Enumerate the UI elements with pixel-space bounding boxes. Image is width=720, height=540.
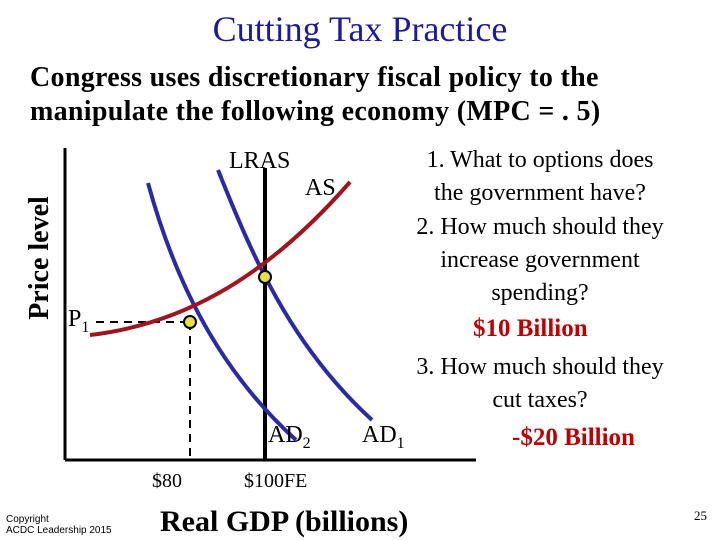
ad2-curve	[146, 182, 298, 442]
answer-2: $10 Billion	[473, 315, 588, 342]
gdp-mark-current: $80	[152, 470, 182, 492]
as-curve	[89, 180, 352, 337]
price-level-label: P1	[68, 306, 90, 336]
equilibrium-point-full-employment	[258, 270, 272, 284]
page-number: 25	[694, 508, 707, 523]
question-2: 2. How much should they increase governm…	[416, 214, 664, 306]
question-3: 3. How much should they cut taxes?	[416, 354, 664, 413]
copyright-notice: Copyright ACDC Leadership 2015	[6, 514, 112, 536]
as-label: AS	[305, 175, 336, 201]
gdp-mark-full-employment: $100FE	[244, 470, 308, 492]
slide-title: Cutting Tax Practice	[212, 9, 508, 49]
subtitle-line-2: manipulate the following economy (MPC = …	[30, 96, 601, 127]
ad2-label: AD2	[268, 422, 311, 452]
ad1-curve	[216, 169, 374, 422]
subtitle-line-1: Congress uses discretionary fiscal polic…	[30, 62, 599, 93]
ad1-label: AD1	[362, 422, 405, 452]
equilibrium-point-initial	[183, 315, 197, 329]
answer-3: -$20 Billion	[512, 424, 635, 451]
x-axis-label: Real GDP (billions)	[160, 505, 409, 538]
question-1: 1. What to options does the government h…	[426, 147, 654, 206]
lras-label: LRAS	[229, 148, 291, 174]
